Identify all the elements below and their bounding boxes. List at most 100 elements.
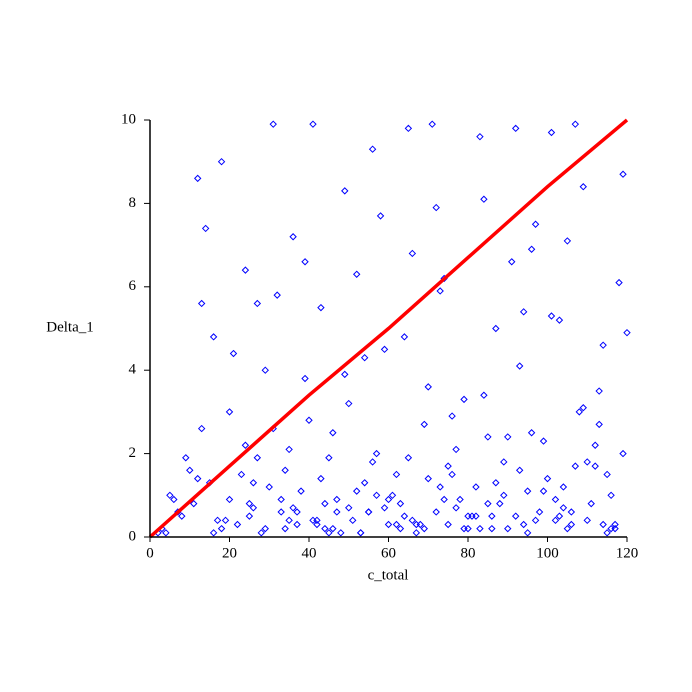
point: [575, 408, 584, 416]
point: [404, 454, 413, 462]
x-tick-label: 60: [381, 545, 396, 561]
point: [400, 512, 409, 520]
point: [603, 529, 611, 537]
point: [523, 487, 532, 495]
point: [178, 512, 186, 520]
point: [190, 499, 198, 508]
point: [293, 508, 301, 516]
point: [317, 474, 325, 483]
point: [321, 499, 329, 508]
point: [285, 445, 293, 454]
point: [547, 128, 556, 137]
point: [607, 491, 615, 500]
point: [492, 324, 500, 333]
point: [285, 516, 293, 525]
point: [515, 362, 524, 370]
x-axis-label: c_total: [368, 567, 409, 583]
point: [444, 520, 452, 529]
point: [360, 479, 369, 487]
x-tick-label: 0: [146, 545, 154, 561]
point: [504, 524, 512, 533]
x-tick-label: 100: [536, 545, 559, 561]
point: [384, 495, 393, 504]
point: [424, 383, 432, 391]
point: [567, 508, 576, 516]
point: [197, 299, 206, 308]
point: [551, 516, 560, 525]
point: [619, 170, 627, 178]
point: [356, 529, 365, 537]
point: [225, 408, 234, 416]
point: [309, 516, 317, 525]
point: [305, 416, 313, 424]
point: [313, 516, 321, 525]
point: [484, 499, 492, 508]
point: [444, 462, 452, 470]
point: [356, 529, 365, 537]
point: [317, 303, 325, 312]
point: [523, 529, 532, 537]
point: [392, 470, 401, 479]
point: [539, 487, 548, 495]
point: [428, 120, 436, 128]
point: [448, 470, 456, 479]
point: [519, 308, 528, 316]
point: [611, 524, 619, 533]
point: [364, 508, 373, 516]
point: [368, 145, 377, 153]
point: [289, 504, 297, 512]
point: [341, 187, 349, 195]
point: [599, 341, 607, 349]
point: [352, 487, 361, 495]
point: [424, 474, 432, 483]
point: [217, 524, 226, 533]
point: [313, 520, 321, 529]
point: [440, 495, 448, 504]
point: [368, 458, 377, 466]
point: [352, 270, 361, 278]
point: [464, 524, 472, 533]
point: [380, 345, 389, 354]
point: [253, 454, 262, 462]
point: [571, 462, 580, 470]
point: [337, 529, 345, 537]
point: [555, 512, 564, 520]
point: [193, 174, 202, 183]
point: [619, 449, 627, 458]
point: [329, 524, 337, 533]
point: [480, 195, 488, 203]
point: [547, 312, 556, 320]
point: [229, 349, 238, 358]
y-tick-label: 6: [129, 278, 137, 294]
point: [412, 529, 421, 537]
point: [460, 395, 468, 404]
point: [186, 466, 194, 474]
point: [511, 124, 520, 133]
point: [301, 258, 309, 266]
point: [293, 520, 301, 529]
y-tick-label: 2: [129, 445, 137, 461]
point: [277, 495, 285, 504]
point: [492, 479, 500, 487]
point: [563, 524, 572, 533]
point: [551, 495, 560, 504]
x-tick-label: 120: [616, 545, 639, 561]
point: [531, 220, 540, 228]
point: [392, 520, 401, 529]
point: [325, 529, 333, 537]
point: [615, 278, 623, 287]
point: [535, 508, 544, 516]
point: [245, 512, 254, 520]
point: [543, 474, 552, 483]
point: [225, 495, 234, 504]
point: [432, 508, 440, 516]
point: [249, 479, 258, 487]
line: [148, 118, 629, 539]
point: [571, 120, 580, 128]
y-tick-label: 4: [129, 362, 137, 378]
point: [233, 520, 242, 529]
point: [301, 374, 309, 383]
point: [468, 512, 476, 520]
point: [289, 233, 297, 241]
point: [448, 412, 456, 420]
